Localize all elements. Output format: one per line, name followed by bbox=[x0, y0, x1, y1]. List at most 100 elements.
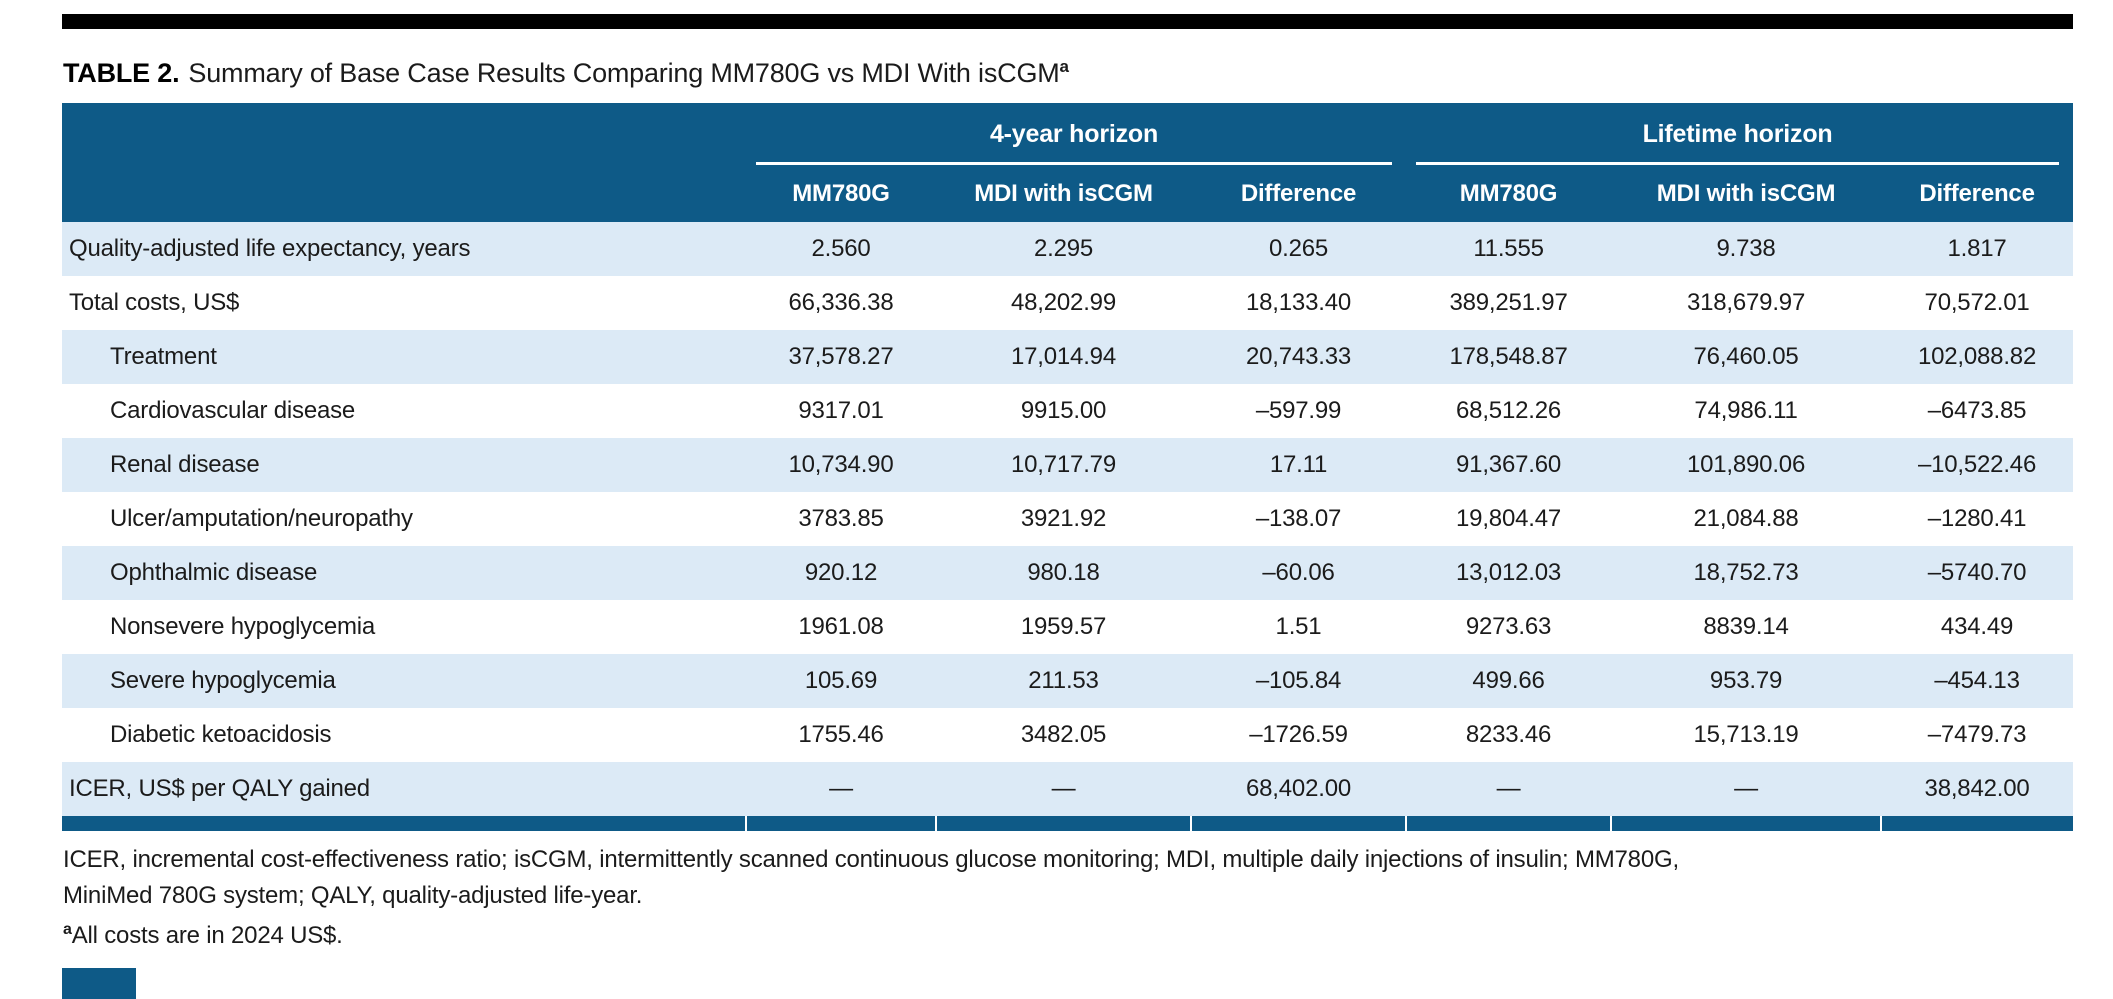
value-cell: –6473.85 bbox=[1927, 397, 2027, 424]
column-header: MDI with isCGM bbox=[936, 165, 1191, 222]
abbreviations-note: ICER, incremental cost-effectiveness rat… bbox=[63, 846, 1679, 909]
value-cell: 8839.14 bbox=[1703, 613, 1789, 640]
value-cell: 48,202.99 bbox=[1011, 289, 1116, 316]
cost-footnote: aAll costs are in 2024 US$. bbox=[63, 918, 343, 954]
table-row: Severe hypoglycemia 105.69 211.53 –105.84 49… bbox=[62, 654, 2074, 708]
value-cell: — bbox=[829, 775, 853, 802]
value-cell: 37,578.27 bbox=[788, 343, 894, 370]
table-title-superscript: a bbox=[1059, 57, 1069, 76]
top-black-rule bbox=[62, 14, 2073, 29]
table-header: 4-year horizon Lifetime horizon MM780G MD… bbox=[62, 103, 2074, 222]
table-row: Nonsevere hypoglycemia 1961.08 1959.57 1.51… bbox=[62, 600, 2074, 654]
row-label: Quality-adjusted life expectancy, years bbox=[69, 235, 471, 262]
results-table: 4-year horizon Lifetime horizon MM780G MD… bbox=[62, 103, 2074, 831]
value-cell: — bbox=[1734, 775, 1758, 802]
table-title: TABLE 2. Summary of Base Case Results Com… bbox=[63, 58, 1069, 89]
table-body: Quality-adjusted life expectancy, years 2… bbox=[62, 222, 2074, 816]
value-cell: 2.295 bbox=[1033, 235, 1094, 262]
value-cell: –138.07 bbox=[1255, 505, 1342, 532]
group-header-4-year-label: 4-year horizon bbox=[756, 120, 1393, 165]
value-cell: 15,713.19 bbox=[1693, 721, 1799, 748]
value-cell: 17,014.94 bbox=[1011, 343, 1116, 370]
value-cell: 105.69 bbox=[804, 667, 878, 694]
row-label: Total costs, US$ bbox=[69, 289, 240, 316]
value-cell: 11.555 bbox=[1473, 235, 1544, 262]
bottom-bar-segment bbox=[62, 816, 746, 831]
value-cell: 10,734.90 bbox=[788, 451, 894, 478]
table-row: Cardiovascular disease 9317.01 9915.00 –597… bbox=[62, 384, 2074, 438]
value-cell: –7479.73 bbox=[1927, 721, 2027, 748]
row-label-column-header bbox=[62, 103, 746, 222]
value-cell: –105.84 bbox=[1255, 667, 1342, 694]
row-label: Ophthalmic disease bbox=[110, 559, 318, 586]
results-table-container: 4-year horizon Lifetime horizon MM780G MD… bbox=[62, 103, 2074, 831]
table-number-label: TABLE 2. bbox=[63, 58, 180, 88]
value-cell: 9.738 bbox=[1716, 235, 1776, 262]
table-row: Renal disease 10,734.90 10,717.79 17.11 91,3… bbox=[62, 438, 2074, 492]
value-cell: 211.53 bbox=[1028, 667, 1099, 694]
column-header: Difference bbox=[1881, 165, 2074, 222]
value-cell: 3921.92 bbox=[1020, 505, 1107, 532]
value-cell: — bbox=[1051, 775, 1076, 802]
value-cell: 9273.63 bbox=[1465, 613, 1552, 640]
value-cell: 19,804.47 bbox=[1456, 505, 1562, 532]
cutoff-next-element-bar bbox=[62, 968, 136, 999]
value-cell: –1726.59 bbox=[1249, 721, 1348, 748]
group-header-4-year: 4-year horizon bbox=[746, 103, 1407, 165]
bottom-bar-segment bbox=[1610, 816, 1882, 831]
table-footer-bar bbox=[62, 816, 2074, 831]
value-cell: 1961.08 bbox=[798, 613, 884, 640]
value-cell: –454.13 bbox=[1934, 667, 2020, 694]
bottom-bar-segment bbox=[935, 816, 1191, 831]
value-cell: 18,752.73 bbox=[1693, 559, 1799, 586]
value-cell: 13,012.03 bbox=[1456, 559, 1562, 586]
value-cell: 17.11 bbox=[1269, 451, 1328, 478]
value-cell: –60.06 bbox=[1262, 559, 1335, 586]
row-label: Ulcer/amputation/neuropathy bbox=[110, 505, 413, 532]
value-cell: 21,084.88 bbox=[1693, 505, 1799, 532]
value-cell: 2.560 bbox=[811, 235, 871, 262]
footnote-marker: a bbox=[63, 921, 72, 938]
value-cell: 3783.85 bbox=[798, 505, 884, 532]
value-cell: 3482.05 bbox=[1020, 721, 1107, 748]
value-cell: 8233.46 bbox=[1465, 721, 1552, 748]
value-cell: 102,088.82 bbox=[1917, 343, 2037, 370]
value-cell: 318,679.97 bbox=[1686, 289, 1806, 316]
row-label: Diabetic ketoacidosis bbox=[110, 721, 332, 748]
value-cell: 68,402.00 bbox=[1246, 775, 1351, 802]
value-cell: 1.51 bbox=[1275, 613, 1322, 640]
bottom-bar-segment bbox=[1405, 816, 1612, 831]
value-cell: 9317.01 bbox=[798, 397, 884, 424]
table-row: Treatment 37,578.27 17,014.94 20,743.33 178,… bbox=[62, 330, 2074, 384]
column-header: Difference bbox=[1191, 165, 1407, 222]
row-label: Nonsevere hypoglycemia bbox=[110, 613, 376, 640]
row-label: Severe hypoglycemia bbox=[110, 667, 336, 694]
value-cell: 66,336.38 bbox=[788, 289, 894, 316]
value-cell: 70,572.01 bbox=[1924, 289, 2030, 316]
value-cell: 38,842.00 bbox=[1924, 775, 2030, 802]
value-cell: 68,512.26 bbox=[1456, 397, 1562, 424]
header-group-row: 4-year horizon Lifetime horizon bbox=[62, 103, 2074, 222]
row-label: Renal disease bbox=[110, 451, 260, 478]
value-cell: 20,743.33 bbox=[1246, 343, 1351, 370]
group-header-lifetime-label: Lifetime horizon bbox=[1416, 120, 2060, 165]
table-title-text: Summary of Base Case Results Comparing M… bbox=[188, 58, 1060, 88]
value-cell: 10,717.79 bbox=[1011, 451, 1116, 478]
value-cell: 434.49 bbox=[1940, 613, 2014, 640]
table-row: Total costs, US$ 66,336.38 48,202.99 18,133… bbox=[62, 276, 2074, 330]
row-label: Treatment bbox=[110, 343, 217, 370]
bottom-bar-segment bbox=[745, 816, 936, 831]
value-cell: 499.66 bbox=[1472, 667, 1545, 694]
value-cell: 389,251.97 bbox=[1449, 289, 1568, 316]
table-row: Ulcer/amputation/neuropathy 3783.85 3921.9… bbox=[62, 492, 2074, 546]
group-header-lifetime: Lifetime horizon bbox=[1406, 103, 2074, 165]
value-cell: 18,133.40 bbox=[1246, 289, 1351, 316]
value-cell: –5740.70 bbox=[1927, 559, 2027, 586]
value-cell: 9915.00 bbox=[1020, 397, 1107, 424]
value-cell: 101,890.06 bbox=[1686, 451, 1806, 478]
bottom-bar-segment bbox=[1880, 816, 2074, 831]
value-cell: 0.265 bbox=[1268, 235, 1329, 262]
value-cell: 76,460.05 bbox=[1693, 343, 1799, 370]
bottom-bar-segment bbox=[1189, 816, 1407, 831]
